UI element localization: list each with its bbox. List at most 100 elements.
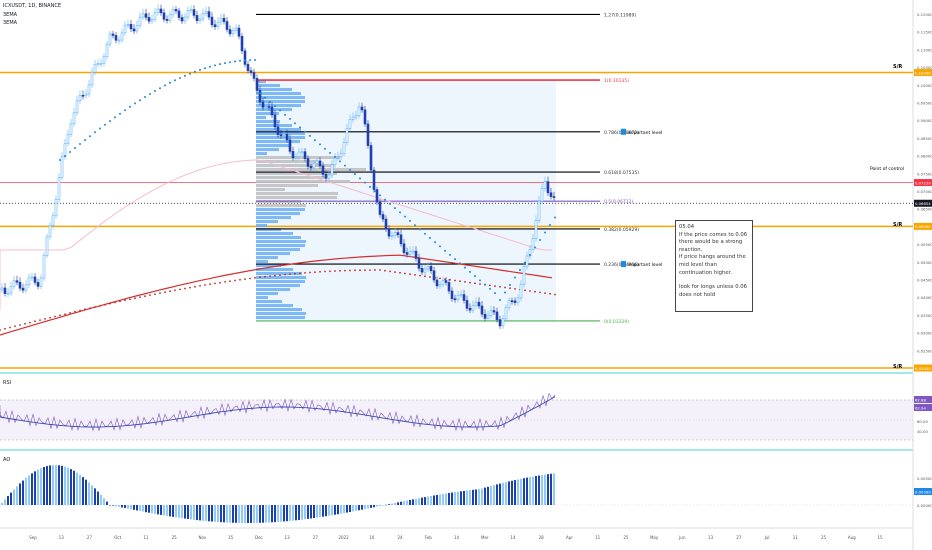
ema-dot <box>354 269 356 272</box>
ao-bar <box>553 473 555 505</box>
ao-bar <box>157 505 159 515</box>
ao-bar <box>448 492 450 505</box>
trailing-stop-dot <box>369 185 371 188</box>
trailing-stop-dot <box>444 249 446 252</box>
ao-bar <box>46 466 48 505</box>
x-axis-label: Mar <box>481 535 489 540</box>
candle-body <box>183 16 187 22</box>
indicator-legend-1[interactable]: 3EMA <box>3 12 18 18</box>
ao-bar <box>178 505 180 518</box>
trailing-stop-dot <box>199 68 201 71</box>
candle-body <box>234 27 238 31</box>
candle-body <box>264 106 268 108</box>
candle-body <box>81 94 85 97</box>
candle-body <box>72 112 76 125</box>
ema-dot <box>419 274 421 277</box>
candle-body <box>462 294 466 301</box>
candle-body <box>417 258 421 269</box>
candle-body <box>450 290 454 300</box>
ema-dot <box>424 275 426 278</box>
symbol-title: ICXUSDT, 1D, BINANCE <box>3 3 61 9</box>
ao-bar <box>454 492 456 505</box>
ao-bar <box>115 505 117 507</box>
candle-body <box>339 153 343 158</box>
volume-profile-bar <box>256 248 300 252</box>
candle-body <box>255 78 259 91</box>
candle-body <box>540 188 544 202</box>
ao-bar <box>289 505 291 521</box>
ao-bar <box>514 480 516 505</box>
x-axis-label: 11 <box>143 535 149 540</box>
ema-dot <box>74 310 76 313</box>
trailing-stop-dot <box>309 134 311 137</box>
candle-body <box>108 33 112 45</box>
candle-body <box>261 101 265 108</box>
price-axis-label: 0.05000 <box>917 260 932 265</box>
ao-bar <box>490 485 492 505</box>
trailing-stop-dot <box>69 151 71 153</box>
candle-body <box>546 181 550 194</box>
ema-dot <box>289 273 291 275</box>
volume-profile-bar <box>256 212 300 216</box>
ema-dot <box>124 299 126 302</box>
candle-body <box>180 17 184 22</box>
volume-profile-bar <box>256 172 337 176</box>
ao-bar <box>235 505 237 523</box>
sr-label-top: S/R <box>893 64 902 70</box>
ao-bar <box>436 494 438 505</box>
ao-bar <box>229 505 231 523</box>
ao-bar <box>283 505 285 522</box>
candle-body <box>240 35 244 52</box>
candle-body <box>327 174 331 179</box>
trailing-stop-dot <box>94 131 96 134</box>
ao-bar <box>298 505 300 520</box>
trailing-stop-dot <box>419 228 421 231</box>
candle-body <box>285 134 289 141</box>
ao-bar <box>307 505 309 519</box>
ema-dot <box>49 316 51 319</box>
analysis-note[interactable]: 05.04 If the price comes to 0.06 there w… <box>675 220 753 312</box>
candle-body <box>471 305 475 311</box>
price-axis-label: 0.07000 <box>917 189 932 194</box>
ema-dot <box>499 285 501 288</box>
candle-body <box>267 106 271 108</box>
trailing-stop-dot <box>209 65 211 68</box>
candle-body <box>204 11 208 14</box>
candle-body <box>528 249 532 257</box>
indicator-legend-2[interactable]: 3EMA <box>3 20 18 26</box>
trailing-stop-dot <box>514 276 516 279</box>
volume-profile-bar <box>256 220 278 224</box>
trailing-stop-dot <box>244 59 246 62</box>
ema-dot <box>454 279 456 282</box>
volume-profile-bar <box>256 88 292 92</box>
volume-profile-bar <box>256 292 278 296</box>
ao-bar <box>175 505 177 518</box>
ao-bar <box>304 505 306 520</box>
candle-body <box>324 174 328 179</box>
trailing-stop-dot <box>304 130 306 133</box>
ao-tag-label: 0.00399 <box>915 490 931 495</box>
candle-body <box>165 19 169 21</box>
ema-dot <box>554 293 556 296</box>
candle-body <box>507 300 511 308</box>
ao-bar <box>328 505 330 516</box>
ao-bar <box>253 505 255 523</box>
ema-dot <box>64 313 66 315</box>
trailing-stop-dot <box>484 283 486 286</box>
ao-bar <box>292 505 294 521</box>
candle-body <box>246 64 250 71</box>
ao-pane-label[interactable]: AO <box>3 457 11 463</box>
ao-bar <box>70 469 72 505</box>
ema-dot <box>334 270 336 272</box>
rsi-tag <box>914 396 932 403</box>
candle-body <box>84 93 88 96</box>
candle-body <box>249 70 253 73</box>
ao-bar <box>127 505 129 509</box>
trailing-stop-dot <box>519 269 521 271</box>
ao-bar <box>334 505 336 515</box>
ao-bar <box>376 505 378 507</box>
rsi-pane-label[interactable]: RSI <box>3 380 12 386</box>
ao-bar <box>67 467 69 505</box>
ao-bar <box>241 505 243 523</box>
